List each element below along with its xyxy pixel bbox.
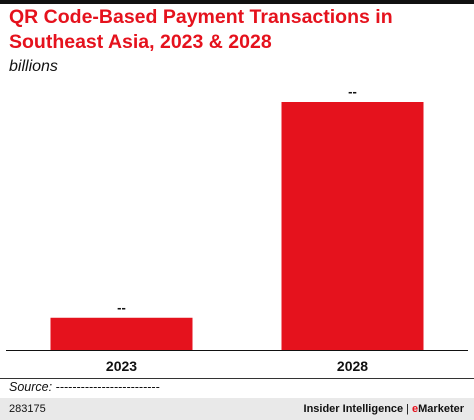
brand-e: e xyxy=(412,403,419,415)
bar-2028 xyxy=(281,102,424,350)
bar-chart: -- 2023 -- 2028 xyxy=(6,84,468,374)
data-label-2023: -- xyxy=(117,300,126,315)
source-rule xyxy=(0,378,474,379)
data-label-2028: -- xyxy=(348,84,357,99)
brand-marketer: Marketer xyxy=(418,403,464,415)
source-note: Source: ------------------------- xyxy=(9,380,160,394)
chart-id: 283175 xyxy=(9,403,46,415)
bar-2023 xyxy=(50,317,193,350)
brand-logo: Insider Intelligence | eMarketer xyxy=(304,403,464,415)
x-tick-label-2028: 2028 xyxy=(337,358,368,374)
footer-bar: 283175 Insider Intelligence | eMarketer xyxy=(0,398,474,420)
chart-subtitle: billions xyxy=(9,58,58,75)
brand-insider: Insider Intelligence xyxy=(303,403,404,415)
brand-separator: | xyxy=(406,403,410,415)
chart-title: QR Code-Based Payment Transactions in So… xyxy=(9,6,393,53)
x-tick-label-2023: 2023 xyxy=(106,358,137,374)
top-rule xyxy=(0,0,474,4)
